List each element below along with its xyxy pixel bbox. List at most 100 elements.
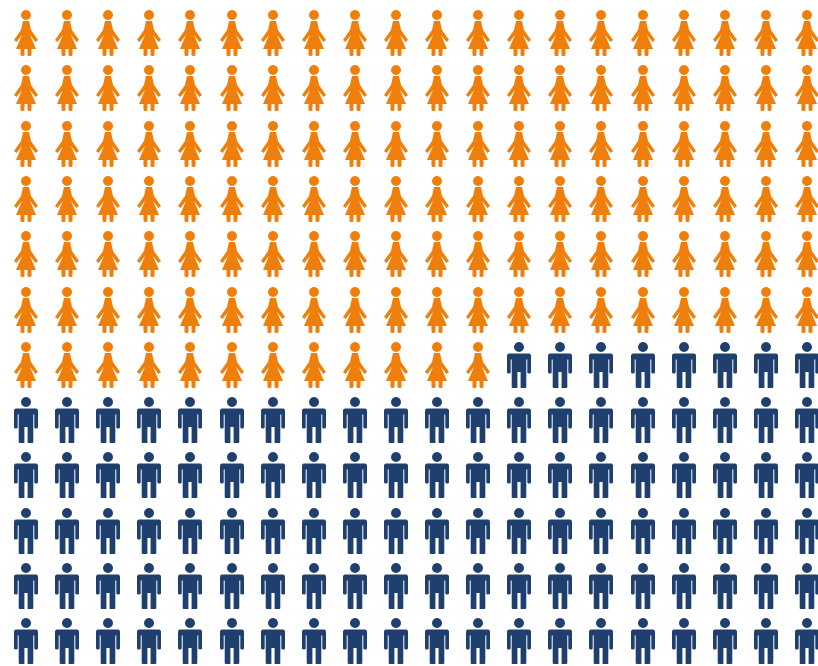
male-person-icon — [503, 563, 535, 609]
female-person-icon — [544, 10, 576, 56]
female-person-icon — [503, 175, 535, 222]
female-person-icon — [216, 286, 248, 333]
male-person-icon — [92, 507, 124, 554]
female-person-icon — [791, 175, 818, 222]
male-person-icon — [544, 397, 576, 444]
female-person-icon — [462, 341, 494, 388]
male-person-icon — [92, 563, 124, 609]
female-person-icon — [709, 231, 741, 278]
male-person-icon — [668, 563, 700, 609]
male-person-icon — [709, 563, 741, 609]
female-person-icon — [750, 231, 782, 278]
male-person-icon — [92, 397, 124, 444]
male-person-icon — [462, 618, 494, 665]
male-person-icon — [668, 618, 700, 665]
male-person-icon — [216, 563, 248, 609]
female-person-icon — [51, 65, 83, 112]
male-person-icon — [51, 618, 83, 665]
female-person-icon — [216, 341, 248, 388]
female-person-icon — [709, 286, 741, 333]
male-person-icon — [750, 397, 782, 444]
male-person-icon — [92, 452, 124, 499]
male-person-icon — [339, 397, 371, 444]
female-person-icon — [791, 286, 818, 333]
female-person-icon — [585, 65, 617, 112]
male-person-icon — [791, 452, 818, 499]
male-person-icon — [298, 452, 330, 499]
male-person-icon — [709, 397, 741, 444]
male-person-icon — [585, 397, 617, 444]
male-person-icon — [585, 452, 617, 499]
female-person-icon — [10, 10, 42, 56]
female-person-icon — [92, 120, 124, 167]
male-person-icon — [503, 507, 535, 554]
female-person-icon — [627, 65, 659, 112]
female-person-icon — [627, 120, 659, 167]
male-person-icon — [462, 397, 494, 444]
male-person-icon — [544, 452, 576, 499]
male-person-icon — [503, 397, 535, 444]
male-person-icon — [174, 618, 206, 665]
male-person-icon — [133, 618, 165, 665]
male-person-icon — [380, 563, 412, 609]
male-person-icon — [174, 507, 206, 554]
female-person-icon — [750, 175, 782, 222]
female-person-icon — [709, 175, 741, 222]
female-person-icon — [92, 65, 124, 112]
female-person-icon — [10, 65, 42, 112]
male-person-icon — [133, 507, 165, 554]
female-person-icon — [92, 10, 124, 56]
male-person-icon — [380, 507, 412, 554]
male-person-icon — [92, 618, 124, 665]
female-person-icon — [133, 120, 165, 167]
female-person-icon — [380, 120, 412, 167]
male-person-icon — [462, 507, 494, 554]
female-person-icon — [257, 175, 289, 222]
female-person-icon — [585, 120, 617, 167]
female-person-icon — [791, 65, 818, 112]
male-person-icon — [257, 563, 289, 609]
male-person-icon — [421, 397, 453, 444]
female-person-icon — [462, 120, 494, 167]
male-person-icon — [10, 618, 42, 665]
female-person-icon — [257, 120, 289, 167]
female-person-icon — [339, 10, 371, 56]
male-person-icon — [585, 563, 617, 609]
female-person-icon — [51, 10, 83, 56]
female-person-icon — [750, 10, 782, 56]
male-person-icon — [339, 507, 371, 554]
male-person-icon — [421, 452, 453, 499]
male-person-icon — [709, 618, 741, 665]
female-person-icon — [709, 120, 741, 167]
male-person-icon — [216, 618, 248, 665]
male-person-icon — [174, 452, 206, 499]
male-person-icon — [380, 618, 412, 665]
female-person-icon — [585, 286, 617, 333]
female-person-icon — [92, 286, 124, 333]
female-person-icon — [627, 175, 659, 222]
female-person-icon — [462, 175, 494, 222]
male-person-icon — [750, 563, 782, 609]
female-person-icon — [92, 341, 124, 388]
female-person-icon — [421, 286, 453, 333]
female-person-icon — [174, 65, 206, 112]
female-person-icon — [380, 10, 412, 56]
male-person-icon — [174, 397, 206, 444]
female-person-icon — [51, 175, 83, 222]
male-person-icon — [339, 563, 371, 609]
female-person-icon — [462, 231, 494, 278]
female-person-icon — [421, 120, 453, 167]
female-person-icon — [257, 231, 289, 278]
male-person-icon — [627, 563, 659, 609]
male-person-icon — [627, 618, 659, 665]
female-person-icon — [668, 286, 700, 333]
male-person-icon — [339, 452, 371, 499]
male-person-icon — [10, 397, 42, 444]
male-person-icon — [585, 341, 617, 388]
female-person-icon — [503, 231, 535, 278]
female-person-icon — [10, 120, 42, 167]
female-person-icon — [339, 175, 371, 222]
female-person-icon — [627, 286, 659, 333]
female-person-icon — [380, 341, 412, 388]
